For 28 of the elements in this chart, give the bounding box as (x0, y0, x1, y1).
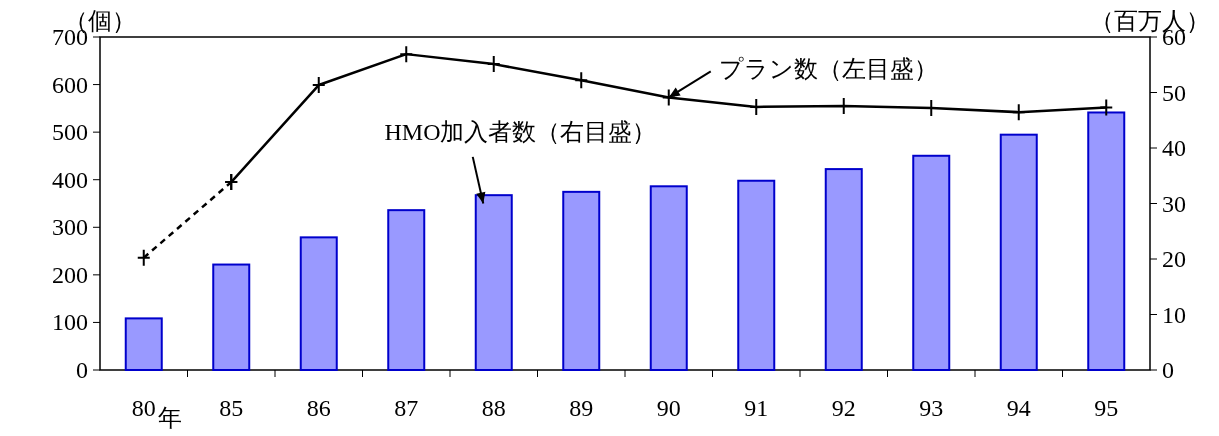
annotation: HMO加入者数（右目盛） (384, 119, 657, 146)
x-tick-label: 92 (831, 395, 856, 421)
y2-tick-label: 30 (1162, 190, 1186, 217)
x-tick-label: 88 (481, 395, 506, 421)
x-tick-label: 94 (1006, 395, 1031, 421)
x-tick-label: 85 (219, 395, 244, 421)
x-tick-label: 95 (1094, 395, 1119, 421)
y-tick-label: 300 (52, 214, 88, 241)
y2-tick-label: 20 (1162, 246, 1186, 272)
y2-tick-label: 50 (1162, 79, 1186, 106)
x-axis-title: 年 (157, 405, 182, 431)
y-tick-label: 0 (76, 357, 88, 383)
y-tick-label: 200 (52, 261, 88, 288)
x-tick-label: 80 (131, 395, 156, 421)
x-tick-label: 90 (656, 395, 681, 421)
x-tick-label: 86 (306, 395, 331, 421)
y-tick-label: 600 (52, 71, 88, 98)
x-tick-label: 91 (744, 395, 769, 421)
y2-tick-label: 10 (1162, 301, 1186, 328)
x-tick-label: 89 (569, 395, 594, 421)
y2-tick-label: 40 (1162, 135, 1186, 161)
y-tick-label: 500 (52, 119, 88, 146)
y-tick-label: 100 (52, 309, 88, 336)
y2-tick-label: 0 (1162, 357, 1174, 383)
x-tick-label: 87 (394, 395, 419, 421)
x-tick-label: 93 (919, 395, 944, 421)
annotation: プラン数（左目盛） (718, 56, 938, 83)
y-tick-label: 400 (52, 166, 88, 193)
